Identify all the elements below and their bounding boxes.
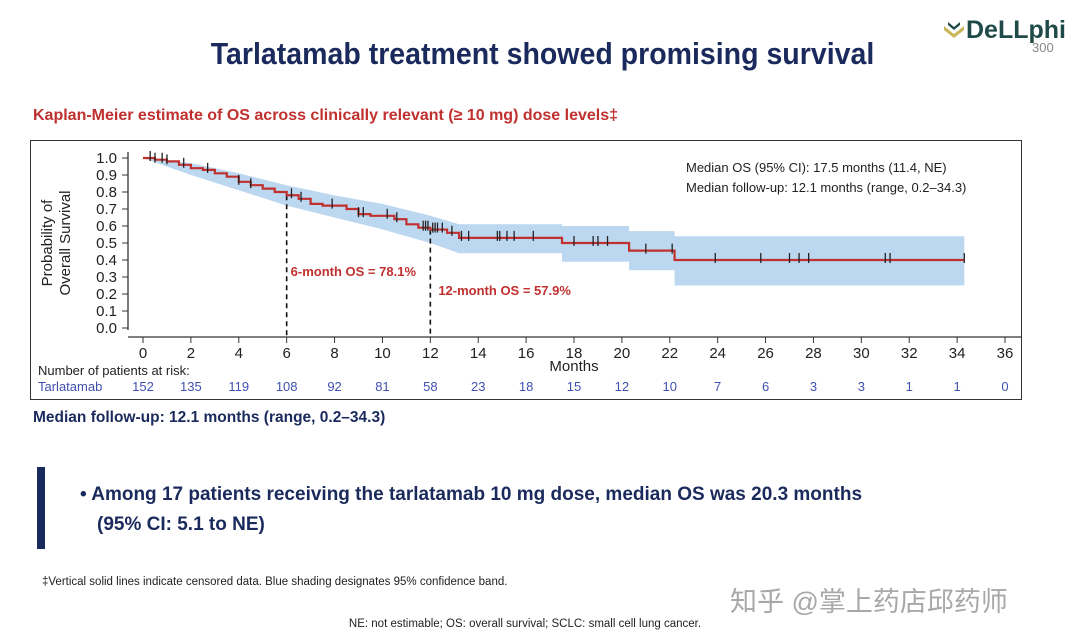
x-tick-label: 4	[235, 345, 243, 362]
risk-table-title: Number of patients at risk:	[38, 363, 190, 378]
footnote: ‡Vertical solid lines indicate censored …	[42, 576, 508, 588]
km-chart: 0.00.10.20.30.40.50.60.70.80.91.00 2 4 6 8 10…	[38, 150, 1022, 394]
dellphi-logo: DeLLphi 300	[942, 16, 1066, 55]
risk-table-label: Tarlatamab	[38, 379, 102, 394]
km-curve	[143, 156, 965, 262]
abbreviations: NE: not estimable; OS: overall survival;…	[348, 618, 702, 630]
risk-count: 0	[1001, 379, 1008, 394]
y-tick-label: 0.8	[96, 184, 117, 201]
y-tick-label: 0.3	[96, 269, 117, 286]
risk-count: 135	[180, 379, 202, 394]
x-tick-label: 36	[997, 345, 1014, 362]
y-tick-label: 0.2	[96, 286, 117, 303]
y-axis-label: Probability of	[39, 199, 56, 287]
logo-sub: 300	[1032, 40, 1054, 55]
risk-count: 81	[375, 379, 389, 394]
x-tick-label: 16	[518, 345, 535, 362]
x-tick-label: 2	[187, 345, 195, 362]
risk-count: 3	[810, 379, 817, 394]
stats-text: Median follow-up: 12.1 months (range, 0.…	[686, 180, 966, 195]
x-tick-label: 22	[661, 345, 678, 362]
risk-count: 12	[615, 379, 629, 394]
confidence-band	[143, 158, 965, 286]
risk-count: 92	[327, 379, 341, 394]
risk-count: 108	[276, 379, 298, 394]
risk-count: 15	[567, 379, 581, 394]
x-tick-label: 32	[901, 345, 918, 362]
x-tick-label: 10	[374, 345, 391, 362]
risk-count: 58	[423, 379, 437, 394]
x-tick-label: 30	[853, 345, 870, 362]
risk-count: 10	[663, 379, 677, 394]
x-tick-label: 26	[757, 345, 774, 362]
risk-count: 18	[519, 379, 533, 394]
risk-count: 3	[858, 379, 865, 394]
accent-bar	[37, 467, 45, 549]
risk-count: 1	[953, 379, 960, 394]
chart-subtitle: Kaplan-Meier estimate of OS across clini…	[33, 107, 619, 124]
risk-count: 7	[714, 379, 721, 394]
logo-text: DeLLphi	[966, 16, 1066, 44]
x-axis-label: Months	[549, 358, 598, 375]
bullet-line-2: (95% CI: 5.1 to NE)	[97, 514, 265, 535]
stats-text: Median OS (95% CI): 17.5 months (11.4, N…	[686, 160, 947, 175]
watermark: 知乎 @掌上药店邱药师	[730, 587, 1008, 617]
y-axis-label: Overall Survival	[57, 190, 74, 295]
risk-count: 152	[132, 379, 154, 394]
y-tick-label: 0.4	[96, 252, 117, 269]
x-tick-label: 18	[566, 345, 583, 362]
x-tick-label: 28	[805, 345, 822, 362]
x-tick-label: 24	[709, 345, 726, 362]
y-tick-label: 0.7	[96, 201, 117, 218]
y-tick-label: 0.5	[96, 235, 117, 252]
annotation-label: 12-month OS = 57.9%	[438, 283, 571, 298]
bullet-line-1: • Among 17 patients receiving the tarlat…	[80, 484, 863, 505]
x-tick-label: 0	[139, 345, 147, 362]
x-tick-label: 6	[282, 345, 290, 362]
risk-count: 6	[762, 379, 769, 394]
risk-count: 1	[906, 379, 913, 394]
logo-chevron-icon	[944, 22, 964, 38]
x-tick-label: 34	[949, 345, 966, 362]
x-tick-label: 12	[422, 345, 439, 362]
y-tick-label: 0.6	[96, 218, 117, 235]
y-tick-label: 0.1	[96, 303, 117, 320]
y-tick-label: 1.0	[96, 150, 117, 167]
risk-count: 23	[471, 379, 485, 394]
risk-count: 119	[228, 379, 249, 394]
x-tick-label: 20	[614, 345, 631, 362]
x-tick-label: 14	[470, 345, 487, 362]
annotation-label: 6-month OS = 78.1%	[291, 264, 417, 279]
median-followup: Median follow-up: 12.1 months (range, 0.…	[33, 409, 386, 426]
page-title: Tarlatamab treatment showed promising su…	[210, 36, 875, 71]
chart-frame	[30, 140, 1022, 400]
x-tick-label: 8	[330, 345, 338, 362]
y-tick-label: 0.0	[96, 320, 117, 337]
y-tick-label: 0.9	[96, 167, 117, 184]
